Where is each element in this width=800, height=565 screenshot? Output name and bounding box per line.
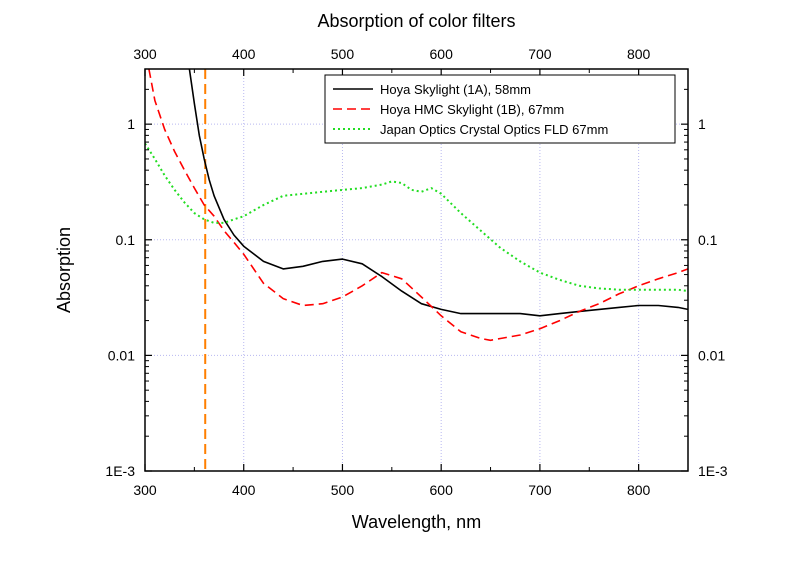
x-tick-label-top: 600 — [430, 46, 454, 62]
series-line-1 — [188, 69, 688, 317]
x-tick-label-top: 800 — [627, 46, 651, 62]
y-tick-label-right: 0.1 — [698, 232, 718, 248]
series-line-3 — [145, 142, 688, 293]
x-tick-label-bottom: 700 — [528, 482, 552, 498]
legend-label-3: Japan Optics Crystal Optics FLD 67mm — [380, 122, 608, 137]
series-line-2 — [148, 69, 688, 342]
y-tick-label-left: 1 — [127, 116, 135, 132]
x-tick-label-bottom: 300 — [133, 482, 157, 498]
y-tick-label-left: 0.1 — [116, 232, 136, 248]
plot-frame — [144, 68, 689, 472]
y-tick-label-right: 1E-3 — [698, 463, 728, 479]
x-tick-label-bottom: 800 — [627, 482, 651, 498]
y-tick-label-right: 0.01 — [698, 347, 725, 363]
series-layer — [145, 69, 688, 471]
y-tick-label-left: 0.01 — [108, 347, 135, 363]
x-tick-label-bottom: 600 — [430, 482, 454, 498]
chart-title: Absorption of color filters — [317, 11, 515, 31]
y-tick-label-right: 1 — [698, 116, 706, 132]
x-axis-label: Wavelength, nm — [352, 512, 481, 532]
x-tick-label-top: 400 — [232, 46, 256, 62]
legend-label-2: Hoya HMC Skylight (1B), 67mm — [380, 102, 564, 117]
x-tick-label-bottom: 400 — [232, 482, 256, 498]
legend-label-1: Hoya Skylight (1A), 58mm — [380, 82, 531, 97]
x-tick-label-top: 300 — [133, 46, 157, 62]
x-tick-label-top: 500 — [331, 46, 355, 62]
legend: Hoya Skylight (1A), 58mm Hoya HMC Skyligh… — [324, 74, 676, 144]
legend-box — [324, 74, 676, 144]
axis-ticks: 300 300 400 400 500 500 600 600 700 700 800 800 1E-3… — [105, 46, 727, 498]
x-tick-label-top: 700 — [528, 46, 552, 62]
y-axis-label: Absorption — [54, 227, 74, 313]
x-tick-label-bottom: 500 — [331, 482, 355, 498]
y-tick-label-left: 1E-3 — [105, 463, 135, 479]
